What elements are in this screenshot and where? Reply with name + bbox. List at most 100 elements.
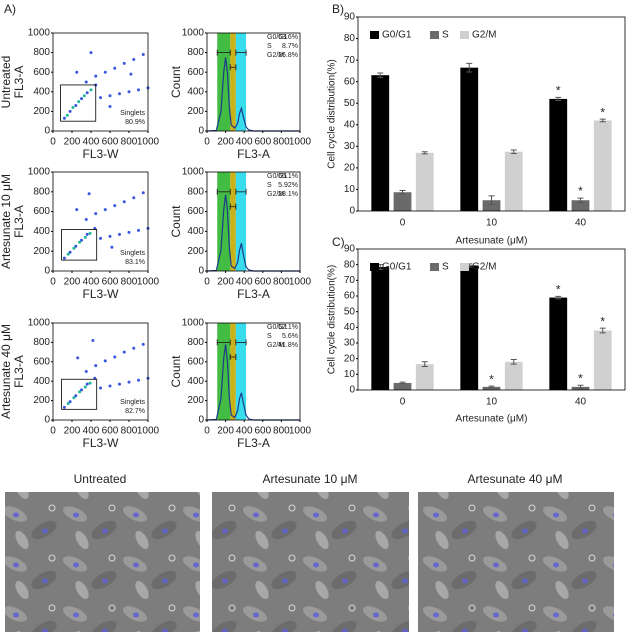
legend-swatch <box>370 31 379 39</box>
y-tick-label: 200 <box>187 395 204 406</box>
x-tick-label: 800 <box>121 426 138 437</box>
x-axis-label: FL3-W <box>83 436 120 450</box>
y-tick-label: 50 <box>344 306 356 317</box>
x-tick-label: 600 <box>102 277 119 288</box>
error-bar <box>488 195 495 206</box>
y-tick-label: 200 <box>33 246 50 257</box>
point <box>82 94 86 98</box>
point <box>83 235 87 239</box>
y-tick-label: 800 <box>33 337 50 348</box>
significance: * <box>600 314 605 328</box>
bar <box>460 265 479 390</box>
panel-label: C) <box>332 235 345 249</box>
point <box>72 246 76 250</box>
y-tick-label: 0 <box>349 206 355 217</box>
bar <box>571 200 590 211</box>
legend-value: 63.6% <box>278 34 298 41</box>
gate <box>61 378 98 410</box>
gate-annotation: 82.7% <box>125 408 145 415</box>
phase-region <box>230 33 236 131</box>
x-axis-label: Artesunate (μM) <box>456 236 528 247</box>
x-tick-label: 600 <box>254 426 271 437</box>
significance: * <box>578 184 583 198</box>
legend-label: G0/G1 <box>267 173 288 180</box>
point <box>75 208 79 212</box>
point <box>66 252 70 256</box>
point <box>89 88 93 92</box>
x-tick-label: 400 <box>236 137 253 148</box>
y-tick-label: 30 <box>344 338 356 349</box>
y-tick-label: 70 <box>344 55 356 66</box>
y-tick-label: 400 <box>33 376 50 387</box>
gate-bar <box>229 64 237 71</box>
y-tick-label: 800 <box>187 47 204 58</box>
legend-value: 65.1% <box>278 173 298 180</box>
y-tick-label: 70 <box>344 275 356 286</box>
point <box>75 70 79 74</box>
point <box>88 381 92 385</box>
point <box>84 370 88 373</box>
x-tick-label: 40 <box>575 218 587 229</box>
panel-label: A) <box>4 2 16 16</box>
point <box>132 346 136 350</box>
y-tick-label: 50 <box>344 98 356 109</box>
point <box>76 356 80 360</box>
y-axis-label: Cell cycle distribution(%) <box>327 59 338 168</box>
point <box>80 388 83 392</box>
y-axis-label: FL3-A <box>12 205 26 238</box>
point <box>108 384 112 388</box>
gate-bar <box>229 353 237 360</box>
x-tick-label: 800 <box>273 426 290 437</box>
gate-annotation: 83.1% <box>125 259 145 266</box>
x-tick-label: 600 <box>254 277 271 288</box>
x-tick-label: 0 <box>204 426 210 437</box>
y-tick-label: 200 <box>187 246 204 257</box>
x-tick-label: 1000 <box>137 137 160 148</box>
point <box>68 250 72 254</box>
point <box>72 396 76 400</box>
point <box>65 113 69 117</box>
y-tick-label: 200 <box>33 395 50 406</box>
bar <box>549 98 568 211</box>
plot-frame <box>52 322 149 421</box>
x-tick-label: 200 <box>64 137 81 148</box>
point <box>108 105 112 108</box>
legend-value: 52.1% <box>278 324 298 331</box>
gate-bar <box>216 188 231 195</box>
point <box>137 88 140 92</box>
point <box>122 61 126 65</box>
point <box>137 228 140 232</box>
point <box>94 364 98 368</box>
y-axis-label: Cell cycle distribution(%) <box>327 265 338 374</box>
micrograph <box>212 492 409 632</box>
x-tick-label: 400 <box>83 277 100 288</box>
legend-value: 5.6% <box>282 333 298 340</box>
point <box>80 97 83 101</box>
point <box>83 385 87 389</box>
point <box>122 350 126 354</box>
error-bar <box>488 385 495 389</box>
y-tick-label: 10 <box>344 369 356 380</box>
micrograph <box>5 492 200 632</box>
micrograph <box>418 492 614 632</box>
significance: * <box>600 105 605 119</box>
row-label: Artesunate 40 μM <box>0 324 13 419</box>
phase-region <box>235 323 247 420</box>
point <box>129 72 133 76</box>
x-tick-label: 800 <box>121 137 138 148</box>
legend-label: S <box>267 182 272 189</box>
legend-swatch <box>460 31 469 39</box>
legend-label: G2/M <box>472 262 496 273</box>
legend-label: G0/G1 <box>382 30 412 41</box>
error-bar <box>555 96 562 101</box>
y-tick-label: 10 <box>344 184 356 195</box>
row-label: Artesunate 10 μM <box>0 174 13 269</box>
point <box>122 200 126 204</box>
y-tick-label: 0 <box>198 126 204 137</box>
y-tick-label: 600 <box>187 206 204 217</box>
legend-label: G2/M <box>267 52 284 59</box>
x-tick-label: 10 <box>486 397 498 408</box>
legend-label: G2/M <box>267 191 284 198</box>
x-tick-label: 800 <box>273 137 290 148</box>
point <box>103 70 107 74</box>
